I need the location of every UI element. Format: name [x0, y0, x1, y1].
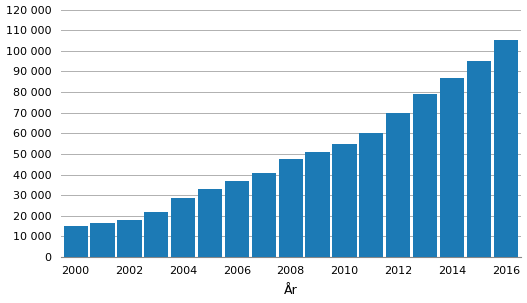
Bar: [467, 61, 491, 257]
Bar: [413, 94, 437, 257]
Bar: [171, 198, 196, 257]
Bar: [386, 113, 411, 257]
Bar: [252, 172, 276, 257]
Bar: [279, 159, 303, 257]
Bar: [91, 223, 115, 257]
Bar: [64, 226, 88, 257]
Bar: [494, 41, 518, 257]
Bar: [118, 220, 142, 257]
Bar: [440, 78, 464, 257]
Bar: [333, 144, 357, 257]
Bar: [359, 133, 384, 257]
Bar: [144, 212, 169, 257]
Bar: [198, 189, 222, 257]
Bar: [225, 181, 249, 257]
X-axis label: År: År: [284, 285, 298, 298]
Bar: [306, 152, 330, 257]
